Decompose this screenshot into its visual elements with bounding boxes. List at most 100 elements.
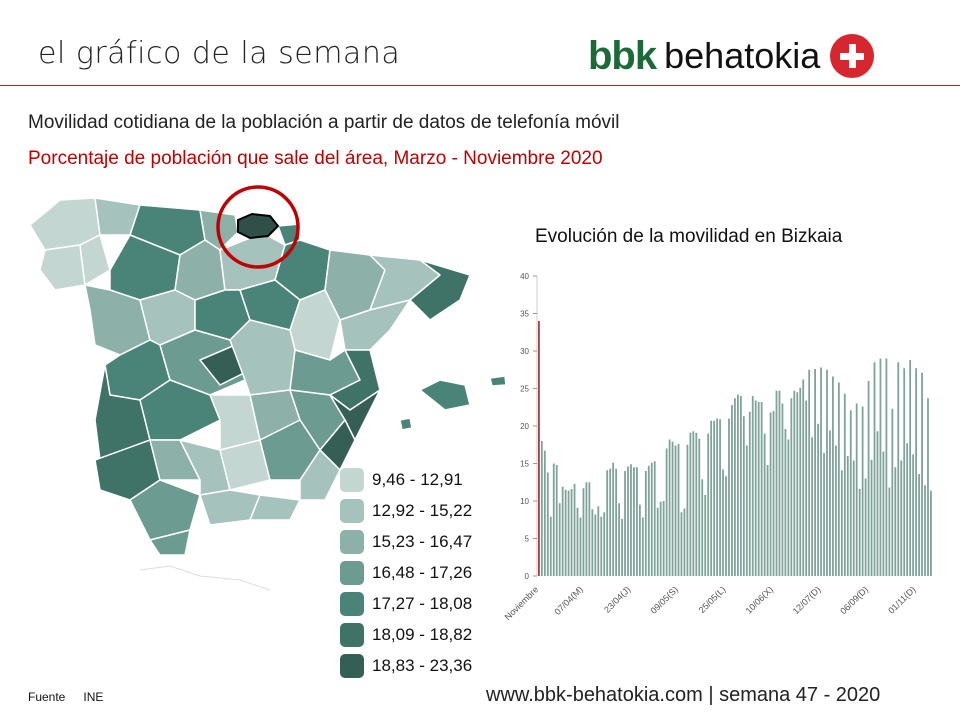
legend-swatch <box>340 467 364 492</box>
spain-province-map <box>29 185 507 591</box>
province-region <box>409 259 471 321</box>
x-tick-label: 25/05(L) <box>697 584 728 615</box>
bar <box>861 406 864 576</box>
bar <box>701 479 704 576</box>
bar <box>772 411 775 576</box>
legend-item: 12,92 - 15,22 <box>340 495 472 526</box>
y-tick-label: 5 <box>525 535 530 544</box>
legend-swatch <box>340 622 364 647</box>
bar <box>897 362 900 576</box>
bar <box>799 387 802 576</box>
y-tick-label: 40 <box>520 272 529 281</box>
bar <box>624 471 626 576</box>
province-region <box>79 234 111 286</box>
x-tick-label: 10/06(X) <box>744 584 775 615</box>
footer-website-week: www.bbk-behatokia.com | semana 47 - 2020 <box>486 684 881 706</box>
bar <box>606 470 609 576</box>
bar <box>912 454 915 576</box>
bar <box>748 411 751 576</box>
legend-swatch <box>340 498 364 523</box>
bar <box>591 509 594 576</box>
bar <box>555 465 558 576</box>
bar <box>561 486 564 576</box>
bar <box>609 468 612 576</box>
x-tick-label: 07/04(M) <box>552 584 585 617</box>
bar <box>579 517 582 576</box>
bar <box>784 429 787 576</box>
bar <box>849 410 852 576</box>
bar <box>796 392 799 576</box>
bar <box>882 451 885 576</box>
bar <box>659 501 662 576</box>
province-region <box>419 379 471 411</box>
bar <box>641 517 644 576</box>
bar <box>600 516 603 576</box>
legend-item: 17,27 - 18,08 <box>340 588 472 619</box>
bar <box>855 403 858 576</box>
bar <box>582 488 585 576</box>
bar <box>742 416 745 576</box>
bar <box>852 460 855 576</box>
bar <box>698 438 701 576</box>
bar <box>763 433 766 576</box>
bar <box>790 398 793 576</box>
bar <box>823 453 825 576</box>
bar <box>837 382 840 576</box>
bar <box>650 462 653 576</box>
bar <box>710 420 713 576</box>
bar <box>621 519 623 576</box>
legend-label: 18,09 - 18,82 <box>372 624 473 644</box>
bar <box>612 462 615 576</box>
bar <box>558 503 561 576</box>
legend-item: 15,23 - 16,47 <box>340 526 472 557</box>
bar <box>754 400 757 576</box>
bar <box>775 390 778 576</box>
source-note: Fuente INE <box>28 690 121 704</box>
legend-item: 18,09 - 18,82 <box>340 619 472 650</box>
bar <box>585 482 588 576</box>
x-tick-label: 01/11(D) <box>886 584 917 615</box>
bar <box>858 489 861 576</box>
bar <box>805 400 808 576</box>
bar <box>757 402 760 576</box>
subtitle-metric: Porcentaje de población que sale del áre… <box>28 148 603 169</box>
province-region <box>399 417 413 431</box>
bar <box>781 403 784 576</box>
bar <box>540 441 543 576</box>
bar <box>873 362 876 576</box>
bar <box>736 394 739 576</box>
canary-islands-outline <box>139 565 271 591</box>
y-tick-label: 15 <box>520 460 529 469</box>
bar <box>662 501 665 576</box>
bar <box>615 468 618 576</box>
bar <box>570 489 573 576</box>
source-label: Fuente <box>28 690 66 704</box>
bar <box>808 369 811 576</box>
bar <box>793 390 796 576</box>
legend-swatch <box>340 529 364 554</box>
x-tick-label: 12/07(D) <box>791 584 823 616</box>
bar <box>549 516 552 576</box>
bar <box>704 495 707 576</box>
bar <box>543 450 546 576</box>
y-tick-label: 0 <box>525 572 530 581</box>
y-tick-label: 10 <box>520 497 529 506</box>
bar <box>820 367 822 576</box>
bar <box>906 443 909 576</box>
bar <box>594 514 597 576</box>
bar <box>674 445 677 576</box>
bar <box>725 476 727 576</box>
bar <box>867 381 870 576</box>
bar <box>683 508 686 576</box>
bar <box>811 437 814 576</box>
bar <box>826 369 828 576</box>
bar <box>707 433 710 576</box>
bar <box>894 467 897 576</box>
brand-logo: bbk behatokia <box>588 34 875 78</box>
bar <box>870 459 873 576</box>
bar <box>915 368 917 576</box>
bar <box>731 405 733 576</box>
bar <box>653 461 656 576</box>
bar <box>633 467 635 576</box>
province-region <box>329 389 381 441</box>
